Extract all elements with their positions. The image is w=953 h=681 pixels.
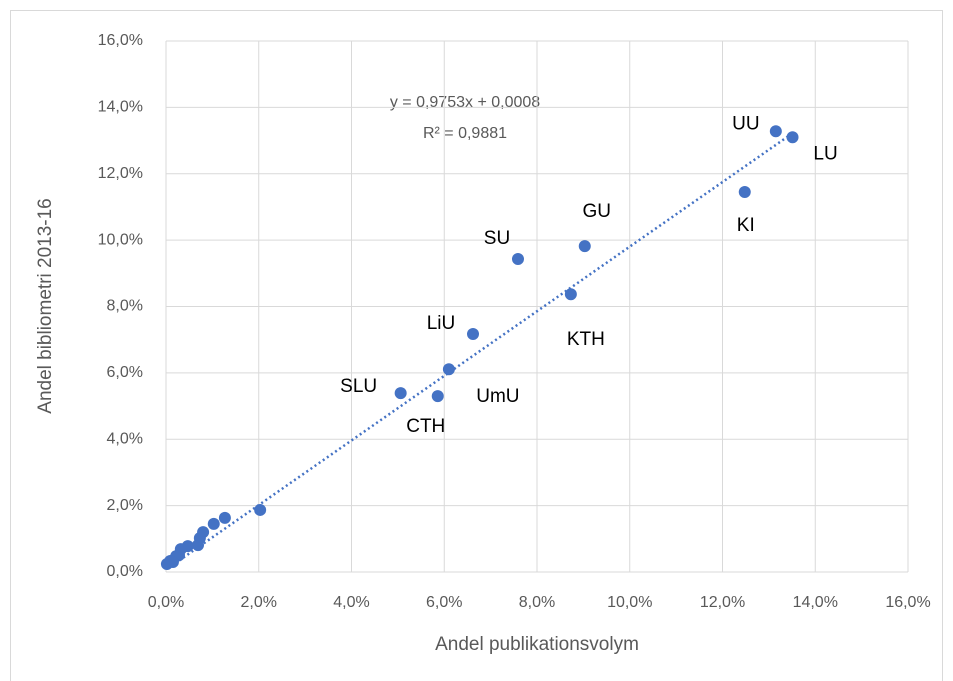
point [254, 503, 267, 516]
y-tick-label: 8,0% [107, 298, 143, 315]
point [564, 288, 577, 301]
x-tick-label: 14,0% [793, 594, 838, 611]
point [578, 240, 591, 253]
x-tick-label: 6,0% [426, 594, 462, 611]
point-label: KI [737, 215, 755, 236]
point-label: LiU [427, 313, 456, 334]
point-label: KTH [567, 329, 605, 350]
point [786, 131, 799, 144]
point-label: UmU [476, 386, 519, 407]
x-axis-title: Andel publikationsvolym [435, 634, 639, 655]
x-tick-label: 4,0% [333, 594, 369, 611]
point [191, 539, 204, 552]
y-tick-label: 0,0% [107, 563, 143, 580]
y-tick-label: 14,0% [98, 99, 143, 116]
x-tick-label: 8,0% [519, 594, 555, 611]
y-tick-label: 2,0% [107, 497, 143, 514]
point [467, 328, 480, 341]
x-tick-label: 12,0% [700, 594, 745, 611]
x-tick-label: 16,0% [885, 594, 930, 611]
point [218, 511, 231, 524]
point [769, 125, 782, 138]
trendline-equation: y = 0,9753x + 0,0008 [390, 94, 540, 111]
point-label: GU [583, 201, 612, 222]
y-tick-label: 4,0% [107, 430, 143, 447]
x-tick-label: 0,0% [148, 594, 184, 611]
point-label: UU [732, 113, 759, 134]
chart-border [10, 10, 943, 681]
point [207, 517, 220, 530]
point [431, 390, 444, 403]
x-tick-label: 2,0% [241, 594, 277, 611]
y-tick-label: 10,0% [98, 231, 143, 248]
y-tick-label: 12,0% [98, 165, 143, 182]
point [394, 387, 407, 400]
y-axis-title: Andel bibliometri 2013-16 [35, 198, 56, 413]
point [160, 558, 173, 571]
point [511, 253, 524, 266]
x-tick-label: 10,0% [607, 594, 652, 611]
point-label: SU [484, 228, 510, 249]
point [738, 186, 751, 199]
trendline [166, 132, 794, 571]
y-tick-label: 6,0% [107, 364, 143, 381]
trendline-r-squared: R² = 0,9881 [423, 125, 507, 142]
point-label: CTH [406, 416, 445, 437]
point-label: LU [813, 143, 837, 164]
y-tick-label: 16,0% [98, 32, 143, 49]
point [442, 363, 455, 376]
point-label: SLU [340, 376, 377, 397]
